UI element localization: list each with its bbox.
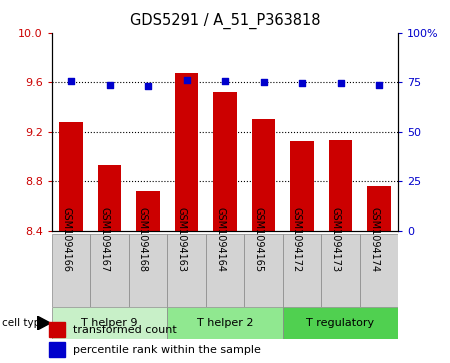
Point: [68, 78, 75, 84]
Bar: [129, 234, 167, 307]
Bar: [206, 234, 244, 307]
Point: [183, 77, 190, 83]
Point: [337, 80, 344, 86]
Point: [298, 80, 306, 86]
Bar: [49, 322, 65, 338]
Text: GSM1094168: GSM1094168: [138, 207, 148, 273]
Text: T helper 2: T helper 2: [197, 318, 253, 328]
Text: GSM1094167: GSM1094167: [99, 207, 109, 273]
Point: [375, 82, 382, 88]
Text: GSM1094173: GSM1094173: [330, 207, 341, 273]
Bar: [52, 307, 167, 339]
Bar: [213, 92, 237, 231]
Text: GSM1094166: GSM1094166: [61, 207, 71, 273]
Point: [144, 83, 152, 89]
Text: T regulatory: T regulatory: [306, 318, 374, 328]
Bar: [49, 342, 65, 357]
Bar: [368, 186, 391, 231]
Polygon shape: [37, 316, 50, 330]
Text: GSM1094164: GSM1094164: [215, 207, 225, 273]
Bar: [59, 122, 82, 231]
Bar: [98, 165, 121, 231]
Bar: [290, 142, 314, 231]
Bar: [52, 234, 90, 307]
Text: GSM1094172: GSM1094172: [292, 207, 302, 273]
Point: [260, 79, 267, 85]
Text: T helper 9: T helper 9: [81, 318, 138, 328]
Bar: [175, 73, 198, 231]
Bar: [167, 307, 283, 339]
Text: GSM1094163: GSM1094163: [176, 207, 186, 273]
Bar: [360, 234, 398, 307]
Text: GDS5291 / A_51_P363818: GDS5291 / A_51_P363818: [130, 13, 320, 29]
Bar: [283, 307, 398, 339]
Bar: [167, 234, 206, 307]
Bar: [321, 234, 360, 307]
Text: GSM1094174: GSM1094174: [369, 207, 379, 273]
Bar: [244, 234, 283, 307]
Bar: [252, 119, 275, 231]
Text: GSM1094165: GSM1094165: [253, 207, 264, 273]
Bar: [329, 140, 352, 231]
Bar: [90, 234, 129, 307]
Text: cell type: cell type: [2, 318, 47, 328]
Text: percentile rank within the sample: percentile rank within the sample: [73, 345, 261, 355]
Point: [221, 78, 229, 84]
Bar: [136, 191, 160, 231]
Point: [106, 82, 113, 88]
Text: transformed count: transformed count: [73, 325, 176, 335]
Bar: [283, 234, 321, 307]
